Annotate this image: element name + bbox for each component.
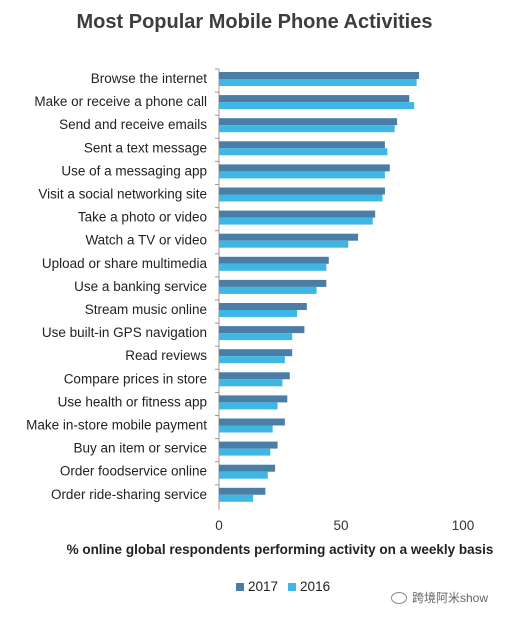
legend-label-2017: 2017 bbox=[248, 579, 279, 594]
x-axis-label: % online global respondents performing a… bbox=[66, 542, 494, 557]
x-tick-label: 0 bbox=[215, 518, 223, 533]
legend-swatch-2017 bbox=[236, 582, 244, 591]
bar-2016 bbox=[219, 286, 317, 294]
bar-2017 bbox=[219, 210, 376, 218]
category-label: Upload or share multimedia bbox=[42, 256, 208, 271]
category-label: Browse the internet bbox=[91, 71, 208, 86]
bar-2016 bbox=[219, 494, 254, 502]
bar-2017 bbox=[219, 233, 359, 241]
watermark: 跨境阿米show bbox=[391, 589, 488, 606]
bar-2016 bbox=[219, 148, 388, 156]
bar-2017 bbox=[219, 141, 385, 149]
category-label: Take a photo or video bbox=[78, 210, 207, 225]
bar-2017 bbox=[219, 118, 398, 126]
category-label: Buy an item or service bbox=[73, 441, 207, 456]
bar-2016 bbox=[219, 402, 278, 410]
bar-2016 bbox=[219, 448, 271, 456]
bar-2017 bbox=[219, 395, 288, 403]
bar-2016 bbox=[219, 356, 285, 364]
bar-2016 bbox=[219, 471, 268, 479]
bar-2016 bbox=[219, 425, 273, 433]
bar-2016 bbox=[219, 171, 385, 179]
category-label: Order ride-sharing service bbox=[51, 487, 207, 502]
x-tick-label: 100 bbox=[452, 518, 475, 533]
bar-2016 bbox=[219, 240, 349, 248]
category-label: Make or receive a phone call bbox=[34, 94, 207, 109]
category-label: Visit a social networking site bbox=[38, 187, 207, 202]
bar-2016 bbox=[219, 194, 383, 202]
bar-2017 bbox=[219, 187, 385, 195]
legend-item-2016: 2016 bbox=[288, 579, 330, 594]
bar-2017 bbox=[219, 326, 305, 334]
category-label: Use of a messaging app bbox=[61, 163, 207, 178]
bar-2017 bbox=[219, 372, 290, 380]
bar-2016 bbox=[219, 102, 415, 110]
category-label: Stream music online bbox=[85, 302, 207, 317]
category-label: Use health or fitness app bbox=[58, 394, 207, 409]
category-label: Order foodservice online bbox=[60, 464, 207, 479]
bar-2016 bbox=[219, 379, 283, 387]
bar-2016 bbox=[219, 310, 298, 317]
legend-item-2017: 2017 bbox=[236, 579, 278, 594]
chart-title: Most Popular Mobile Phone Activities bbox=[76, 11, 433, 33]
bar-2016 bbox=[219, 263, 327, 271]
wechat-icon bbox=[391, 591, 407, 604]
watermark-text: 跨境阿米show bbox=[412, 591, 489, 605]
bar-2017 bbox=[219, 95, 410, 103]
bar-2016 bbox=[219, 217, 373, 225]
category-label: Make in-store mobile payment bbox=[26, 418, 207, 433]
bar-2017 bbox=[219, 441, 278, 449]
category-label: Use a banking service bbox=[74, 279, 207, 294]
category-label: Use built-in GPS navigation bbox=[42, 325, 207, 340]
legend-label-2016: 2016 bbox=[300, 579, 331, 594]
bar-2016 bbox=[219, 333, 293, 341]
bar-2016 bbox=[219, 125, 395, 133]
bar-2016 bbox=[219, 79, 417, 86]
bar-2017 bbox=[219, 164, 390, 172]
legend: 2017 2016 bbox=[236, 579, 340, 594]
bar-2017 bbox=[219, 464, 276, 472]
bar-2017 bbox=[219, 487, 266, 495]
category-label: Read reviews bbox=[125, 348, 207, 363]
legend-swatch-2016 bbox=[288, 582, 297, 591]
category-label: Sent a text message bbox=[84, 140, 207, 155]
bar-2017 bbox=[219, 418, 285, 426]
x-tick-label: 50 bbox=[333, 518, 348, 533]
category-label: Compare prices in store bbox=[64, 371, 207, 386]
category-label: Send and receive emails bbox=[59, 117, 207, 132]
bar-2017 bbox=[219, 349, 293, 357]
bar-2017 bbox=[219, 303, 307, 310]
bar-2017 bbox=[219, 72, 420, 79]
bar-2017 bbox=[219, 256, 329, 264]
category-label: Watch a TV or video bbox=[85, 233, 207, 248]
bar-2017 bbox=[219, 279, 327, 287]
